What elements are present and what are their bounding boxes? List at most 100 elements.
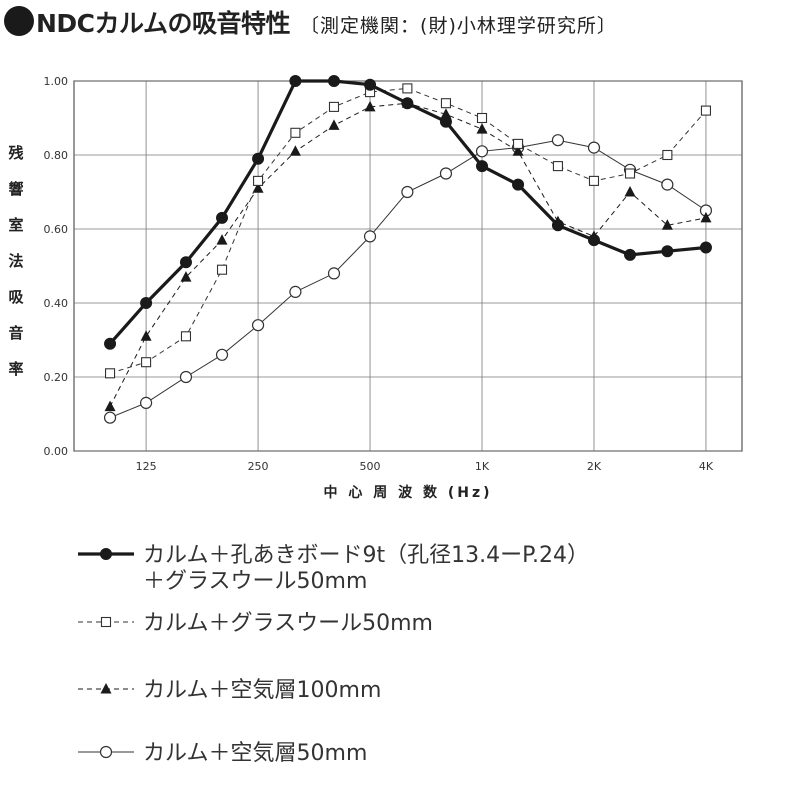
title-bullet-icon [4, 6, 34, 36]
data-point [476, 160, 489, 173]
plot-background [73, 80, 743, 452]
data-point [328, 119, 340, 130]
x-tick-label: 125 [136, 460, 157, 473]
y-axis-label-char: 音 [8, 324, 23, 342]
data-point [104, 368, 116, 379]
x-tick-label: 500 [360, 460, 381, 473]
data-point [588, 175, 600, 186]
legend: カルム＋孔あきボード9t（孔径13.4ーP.24）＋グラスウール50mmカルム＋… [78, 543, 589, 766]
data-point [364, 78, 377, 91]
series-4 [103, 134, 713, 424]
data-point [289, 285, 302, 298]
data-point [624, 186, 636, 197]
data-point [364, 100, 376, 112]
data-point [699, 241, 712, 254]
y-tick-label: 1.00 [44, 75, 69, 88]
data-point [252, 152, 265, 165]
title-main: NDCカルムの吸音特性 [36, 9, 291, 38]
data-point [440, 108, 452, 119]
data-point [216, 211, 229, 224]
legend-label: カルム＋空気層100mm [143, 678, 381, 703]
data-point [700, 211, 712, 223]
data-point [587, 141, 601, 154]
y-axis-label-char: 響 [8, 180, 23, 198]
y-axis-label-char: 率 [8, 360, 23, 378]
data-point [216, 264, 228, 275]
y-tick-label: 0.80 [44, 149, 69, 162]
title-subtitle: 〔測定機関：(財)小林理学研究所〕 [300, 15, 617, 37]
data-point [551, 219, 564, 232]
legend-item: カルム＋空気層50mm [78, 741, 367, 766]
data-point [180, 331, 192, 342]
data-point [363, 230, 377, 243]
legend-label: カルム＋孔あきボード9t（孔径13.4ーP.24） [143, 543, 589, 568]
data-point [328, 101, 340, 112]
data-point [139, 396, 153, 409]
data-point [661, 219, 673, 230]
data-point [179, 256, 192, 269]
data-point [103, 411, 117, 424]
data-point [662, 149, 673, 161]
data-point [551, 134, 565, 147]
x-tick-label: 250 [248, 460, 269, 473]
y-tick-label: 0.60 [44, 223, 69, 236]
series-1 [104, 75, 712, 350]
data-point [141, 357, 152, 368]
data-point [251, 319, 265, 332]
series-layer [103, 75, 713, 424]
legend-item: カルム＋グラスウール50mm [78, 611, 433, 636]
data-point [327, 75, 340, 87]
data-point [476, 112, 488, 124]
legend-marker [100, 616, 112, 628]
data-point [440, 98, 452, 109]
y-tick-label: 0.00 [44, 445, 69, 458]
y-axis: 0.00 0.20 0.40 0.60 0.80 1.00 [44, 75, 69, 458]
data-point [661, 178, 674, 191]
y-axis-label-char: 吸 [8, 288, 24, 306]
data-point [140, 330, 152, 341]
plot-frame [73, 80, 743, 452]
data-point [439, 115, 452, 128]
data-point [401, 97, 414, 110]
data-point [475, 145, 489, 158]
data-point [216, 234, 228, 245]
data-point [215, 348, 229, 361]
x-axis: 125 250 500 1K 2K 4K [136, 460, 714, 473]
series-line [109, 87, 707, 374]
data-point [476, 123, 488, 134]
x-tick-label: 4K [699, 460, 714, 473]
data-point [289, 145, 301, 156]
data-point [253, 175, 264, 186]
data-point [180, 271, 192, 282]
legend-marker [99, 745, 113, 759]
legend-marker [100, 548, 112, 560]
y-axis-label-char: 室 [8, 216, 23, 234]
x-tick-label: 1K [475, 460, 490, 473]
legend-item: カルム＋孔あきボード9t（孔径13.4ーP.24）＋グラスウール50mm [78, 543, 589, 594]
x-axis-label: 中 心 周 波 数 (Hz) [323, 484, 492, 501]
y-tick-label: 0.20 [44, 371, 69, 384]
data-point [289, 75, 302, 87]
legend-marker [100, 683, 112, 694]
chart-title: NDCカルムの吸音特性 〔測定機関：(財)小林理学研究所〕 [4, 2, 617, 40]
data-point [624, 168, 636, 179]
legend-label: カルム＋グラスウール50mm [143, 611, 433, 636]
data-point [624, 248, 637, 261]
data-point [104, 337, 117, 350]
data-point [512, 178, 525, 191]
data-point [401, 185, 414, 199]
data-point [140, 297, 153, 309]
legend-item: カルム＋空気層100mm [78, 678, 381, 703]
legend-label-line2: ＋グラスウール50mm [143, 569, 367, 594]
data-point [552, 161, 563, 172]
y-axis-label-char: 残 [8, 144, 23, 162]
series-2 [104, 83, 712, 379]
data-point [179, 370, 193, 384]
data-point [290, 127, 301, 138]
data-point [587, 234, 600, 247]
x-tick-label: 2K [587, 460, 602, 473]
y-tick-label: 0.40 [44, 297, 69, 310]
grid [74, 80, 742, 452]
data-point [512, 145, 524, 156]
